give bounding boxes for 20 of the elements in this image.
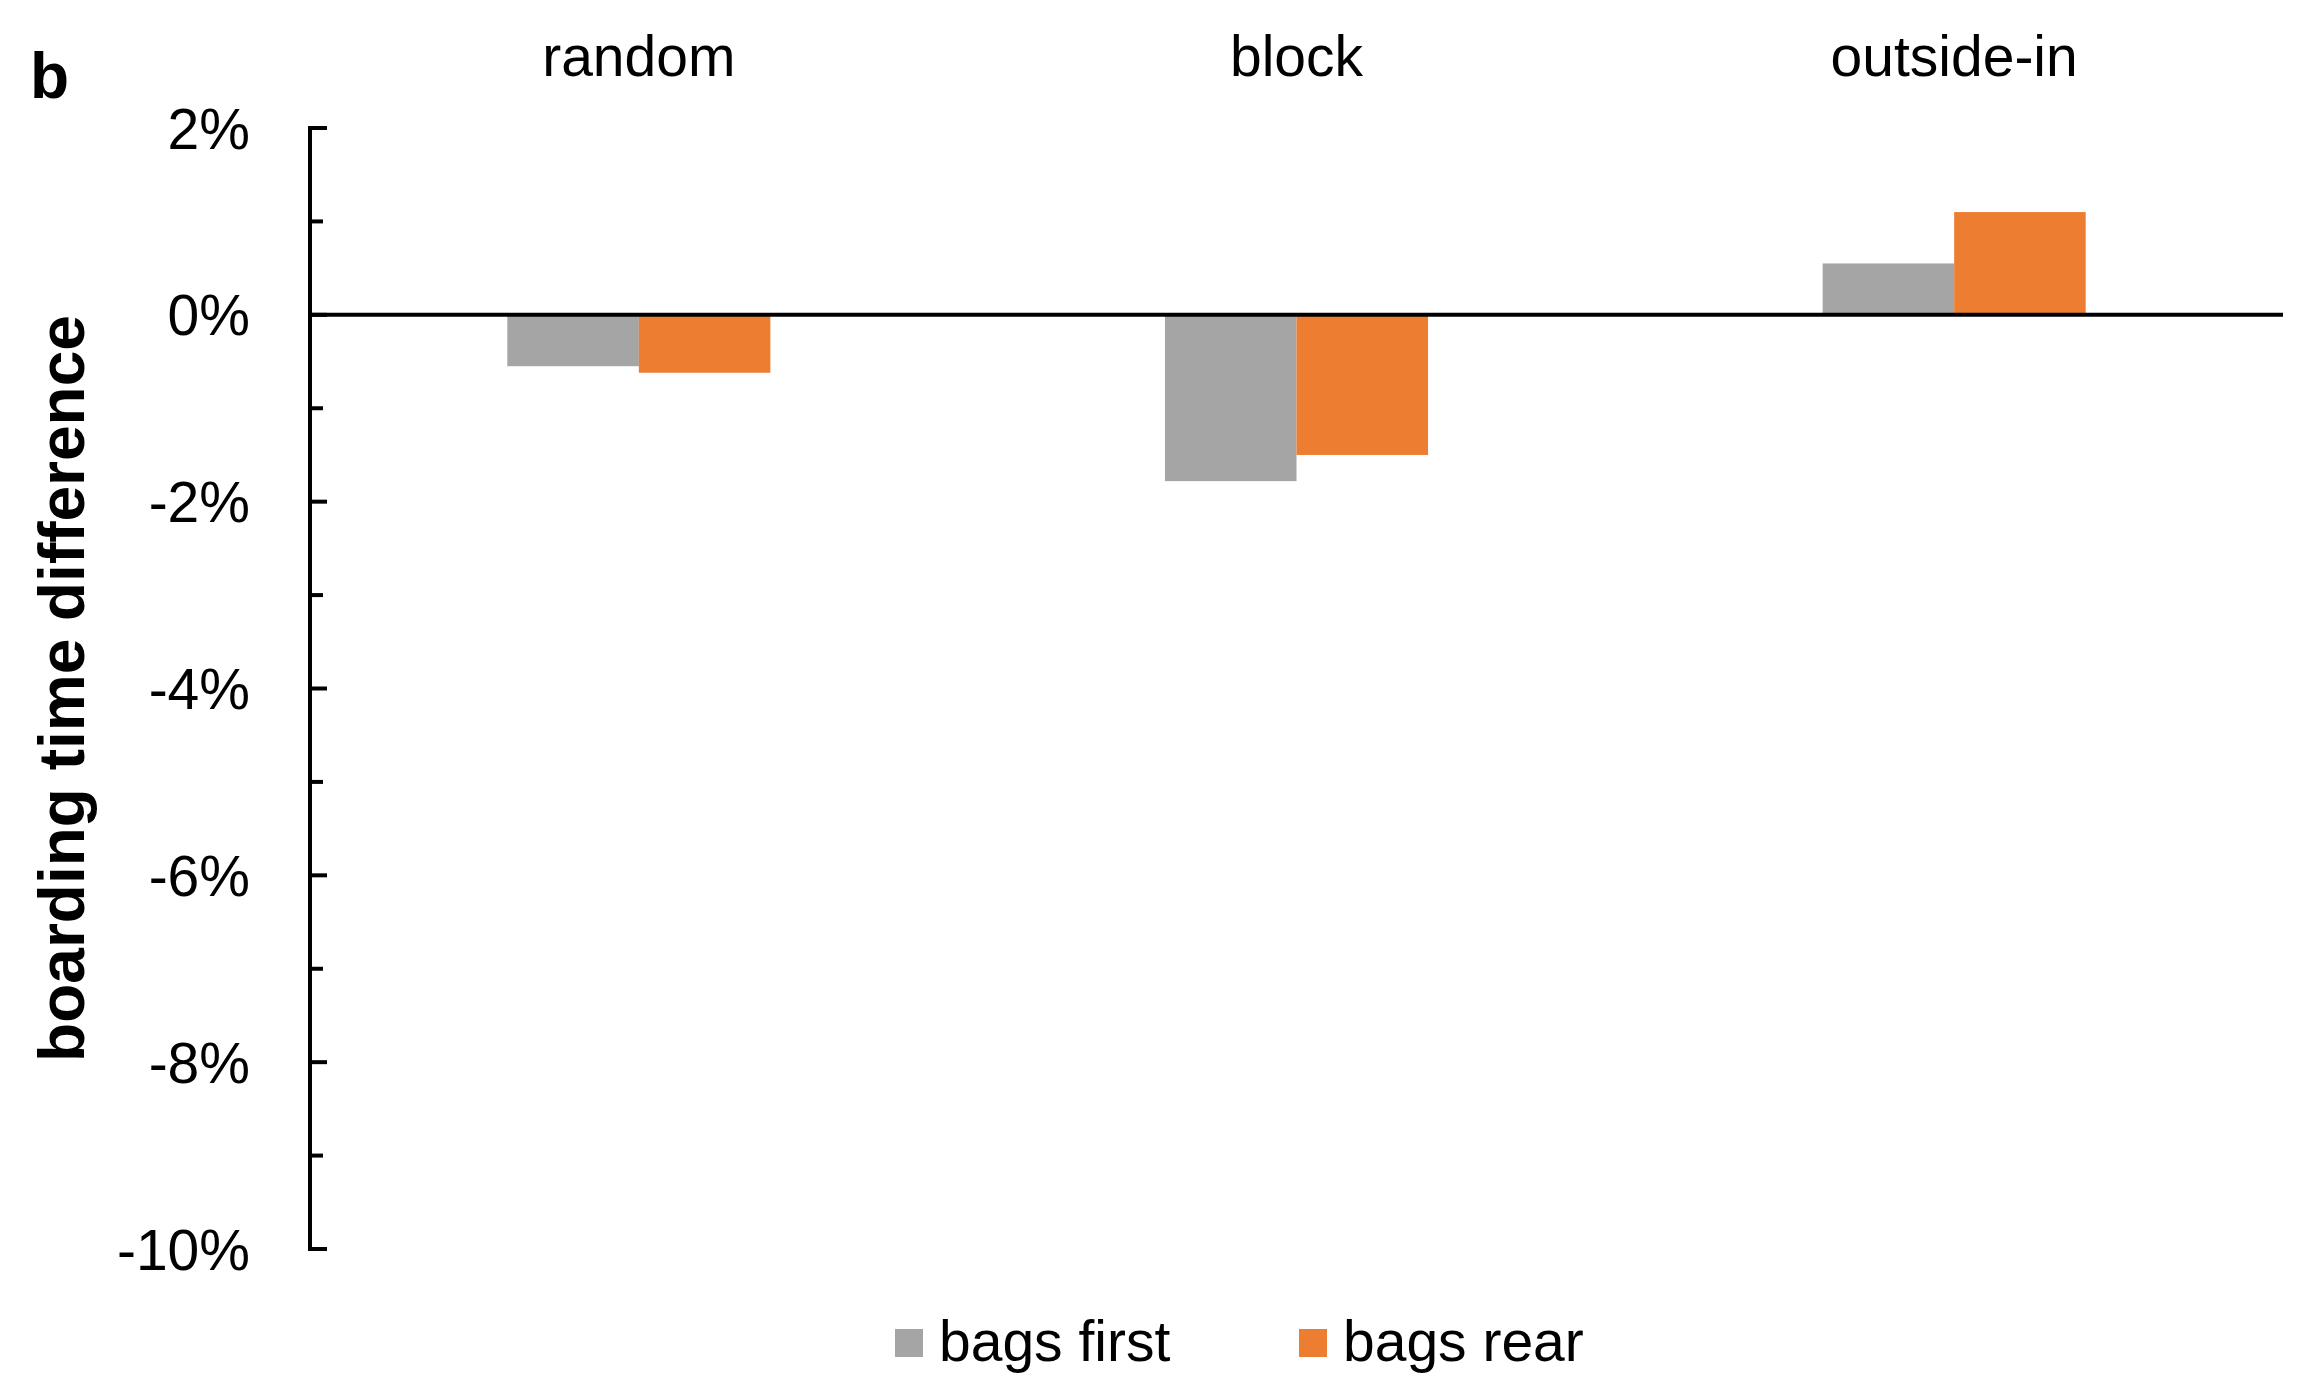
chart-title: b (30, 40, 70, 112)
bar (1164, 314, 1297, 482)
y-tick-label: 2% (167, 96, 250, 161)
bar (1296, 314, 1429, 455)
y-tick-label: -6% (148, 843, 250, 908)
x-tick-label: block (1229, 24, 1364, 88)
bar (1954, 212, 2086, 315)
y-axis-title: boarding time difference (26, 315, 98, 1062)
x-tick-label: random (542, 24, 736, 88)
y-tick-label: -4% (148, 657, 250, 722)
legend-label: bags first (939, 1309, 1171, 1373)
bar (638, 314, 771, 373)
y-tick-label: 0% (167, 283, 250, 348)
y-tick-label: -10% (116, 1217, 250, 1282)
bar (507, 314, 639, 367)
bar (1822, 263, 1955, 315)
y-tick-label: -2% (148, 470, 250, 535)
x-tick-label: outside-in (1830, 24, 2078, 88)
legend-label: bags rear (1343, 1309, 1584, 1373)
y-tick-label: -8% (148, 1030, 250, 1095)
